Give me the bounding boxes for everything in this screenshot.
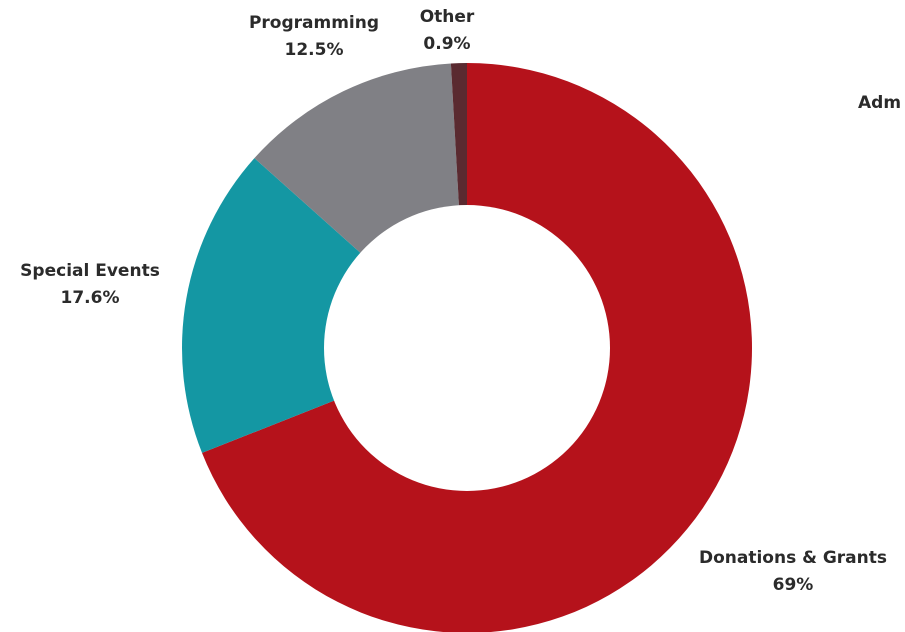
- label-other-pct: 0.9%: [423, 34, 470, 54]
- label-programming-name: Programming: [249, 13, 379, 33]
- label-donations-pct: 69%: [773, 575, 814, 595]
- label-clipped-adm: Adm: [858, 93, 901, 113]
- donut-hole: [324, 205, 610, 491]
- label-donations-name: Donations & Grants: [699, 548, 887, 568]
- slice-special-events: [181, 158, 467, 453]
- label-special-events-pct: 17.6%: [61, 288, 120, 308]
- label-special-events-name: Special Events: [20, 261, 160, 281]
- label-other-name: Other: [420, 7, 475, 27]
- slice-labels: Donations & Grants 69% Special Events 17…: [20, 7, 901, 595]
- label-programming-pct: 12.5%: [285, 40, 344, 60]
